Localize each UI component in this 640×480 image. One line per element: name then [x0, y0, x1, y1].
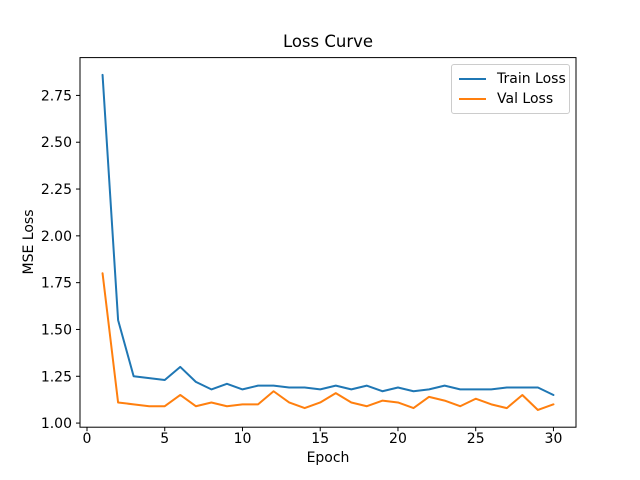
- train-loss-line-swatch: [459, 78, 486, 80]
- y-axis-label: MSE Loss: [21, 209, 37, 275]
- y-tick-label: 1.50: [41, 322, 72, 338]
- y-tick-label: 2.00: [41, 229, 72, 245]
- x-tick-label: 30: [545, 431, 563, 447]
- y-tick-label: 2.25: [41, 182, 72, 198]
- legend-item-train-loss: Train Loss: [459, 69, 566, 89]
- y-tick-label: 2.50: [41, 135, 72, 151]
- x-tick-label: 0: [83, 431, 92, 447]
- legend: Train Loss Val Loss: [451, 64, 570, 114]
- x-axis-label: Epoch: [306, 450, 350, 466]
- y-tick-label: 1.25: [41, 369, 72, 385]
- x-tick-label: 15: [311, 431, 329, 447]
- legend-label-train-loss: Train Loss: [497, 71, 566, 87]
- y-tick-label: 1.00: [41, 416, 72, 432]
- chart-title: Loss Curve: [282, 32, 374, 51]
- val-loss-line: [101, 272, 555, 411]
- plot-frame: [79, 57, 577, 428]
- val-loss-line-swatch: [459, 98, 486, 100]
- x-tick-label: 25: [467, 431, 485, 447]
- y-tick-label: 2.75: [41, 88, 72, 104]
- y-tick-label: 1.75: [41, 276, 72, 292]
- legend-item-val-loss: Val Loss: [459, 89, 562, 109]
- legend-label-val-loss: Val Loss: [497, 91, 554, 107]
- x-tick-label: 5: [160, 431, 169, 447]
- train-loss-line: [101, 73, 555, 396]
- x-tick-label: 20: [389, 431, 407, 447]
- x-tick-label: 10: [234, 431, 252, 447]
